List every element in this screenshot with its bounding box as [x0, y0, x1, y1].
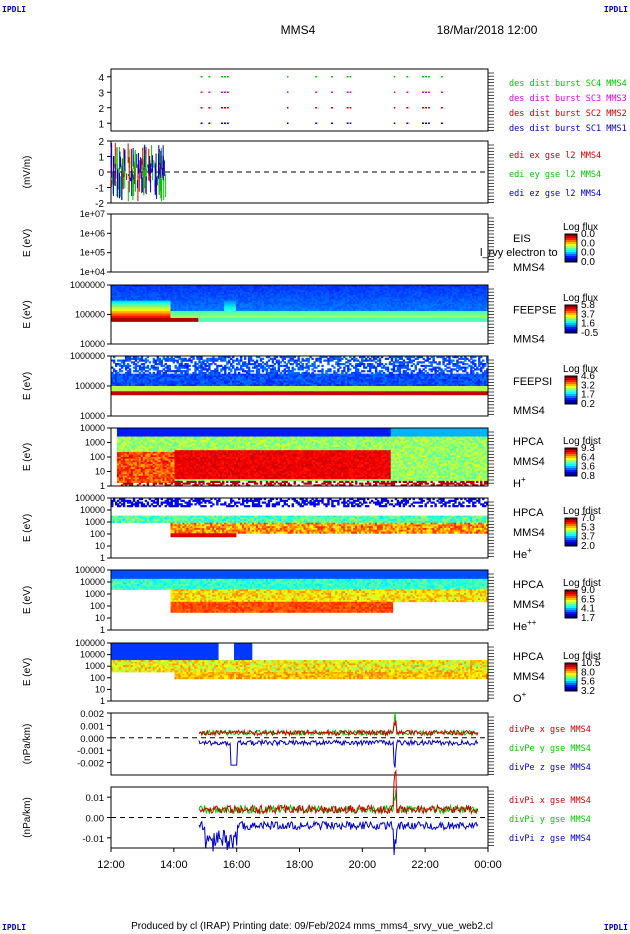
- feepse-ytick-label: 10000: [80, 339, 105, 349]
- edi-ytick-label: 1: [98, 153, 104, 164]
- burst-legend-item: des dist burst SC1 MMS1: [509, 124, 627, 134]
- eis-ytick-label: 1e+06: [80, 228, 105, 238]
- burst-ytick-label: 3: [98, 88, 104, 99]
- eis-overlap-text: l_rvy electron to: [480, 247, 558, 259]
- eis-ytick-label: 1e+05: [80, 248, 105, 258]
- burst-ytick-label: 1: [98, 119, 104, 130]
- feepsi-cell: [149, 361, 151, 363]
- edi-ytick-label: 0: [98, 168, 104, 179]
- eis-label-1: MMS4: [513, 262, 545, 274]
- edi-legend-item: edi ey gse l2 MMS4: [509, 170, 601, 180]
- eis-cbar-tick: 0.0: [581, 257, 595, 268]
- burst-ytick-label: 4: [98, 73, 104, 84]
- eis-ytick-label: 1e+07: [80, 209, 105, 219]
- edi-ytick-label: -1: [95, 184, 104, 195]
- burst-frame: [111, 69, 488, 131]
- burst-legend-item: des dist burst SC3 MMS3: [509, 94, 627, 104]
- feepse-ytick-label: 100000: [75, 310, 105, 320]
- burst-ytick-label: 2: [98, 104, 104, 115]
- feepse-label-1: MMS4: [513, 334, 545, 346]
- date-title: 18/Mar/2018 12:00: [437, 23, 538, 37]
- burst-legend-item: des dist burst SC2 MMS2: [509, 109, 627, 119]
- panel-feepsi: 100001000001000000E (eV) FEEPSIMMS4Log fl…: [22, 351, 598, 421]
- edi-legend-item: edi ez gse l2 MMS4: [509, 189, 601, 199]
- spacecraft-title: MMS4: [281, 23, 316, 37]
- edi-ylabel: (mV/m): [22, 156, 33, 189]
- feepsi-cell: [121, 370, 123, 372]
- feepse-label-0: FEEPSE: [513, 305, 556, 317]
- feepse-cbar-tick: -0.5: [581, 328, 599, 339]
- eis-ytick-label: 1e+04: [80, 267, 105, 277]
- eis-ylabel: E (eV): [22, 229, 33, 257]
- eis-label-0: EIS: [513, 233, 531, 245]
- edi-legend-item: edi ex gse l2 MMS4: [509, 151, 601, 161]
- eis-frame: [111, 214, 488, 272]
- feepsi-cell: [129, 365, 131, 367]
- burst-legend-item: des dist burst SC4 MMS4: [509, 79, 627, 89]
- edi-ytick-label: 2: [98, 137, 104, 148]
- panel-burst: 1 2 3 4 des dist burst SC4 MMS4 des dist burs…: [98, 69, 626, 134]
- feepse-ytick-label: 1000000: [70, 280, 105, 290]
- feepse-ylabel: E (eV): [22, 300, 33, 328]
